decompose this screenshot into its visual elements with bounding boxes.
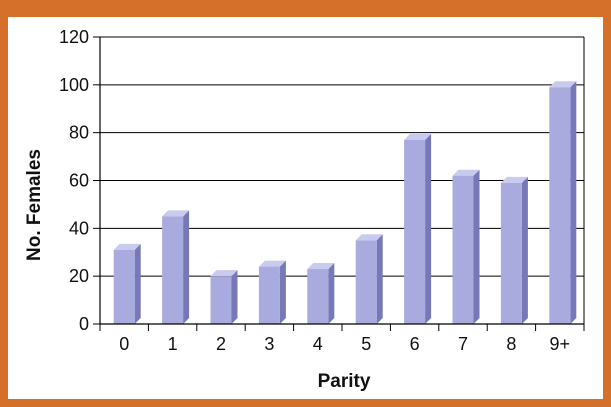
bar-top-face <box>452 169 480 176</box>
x-tick-label: 2 <box>216 334 226 354</box>
bar-side-face <box>376 234 383 324</box>
bar-front-face <box>500 182 522 324</box>
bar-top-face <box>500 176 528 183</box>
bar-top-face <box>113 243 141 250</box>
bar-top-face <box>307 262 335 269</box>
bar-top-face <box>258 260 286 267</box>
bar-top-face <box>162 210 190 217</box>
x-tick-label: 9+ <box>550 334 571 354</box>
bar-9+ <box>549 81 577 324</box>
bar-front-face <box>210 276 232 324</box>
bar-side-face <box>279 260 286 324</box>
y-tick-label: 0 <box>79 314 89 334</box>
bar-side-face <box>570 81 577 324</box>
x-tick-label: 5 <box>361 334 371 354</box>
bar-2 <box>210 270 238 324</box>
bar-front-face <box>404 139 426 324</box>
bar-top-face <box>210 270 238 277</box>
bar-5 <box>355 234 383 324</box>
bar-front-face <box>452 175 474 324</box>
bar-front-face <box>355 240 377 324</box>
y-tick-label: 40 <box>69 218 89 238</box>
bar-side-face <box>425 133 432 324</box>
y-tick-label: 100 <box>59 75 89 95</box>
bar-8 <box>500 176 528 324</box>
x-tick-label: 1 <box>168 334 178 354</box>
x-tick-label: 6 <box>410 334 420 354</box>
x-tick-label: 4 <box>313 334 323 354</box>
y-tick-label: 80 <box>69 123 89 143</box>
bar-side-face <box>473 169 480 324</box>
x-tick-label: 0 <box>119 334 129 354</box>
bar-top-face <box>355 234 383 241</box>
bar-side-face <box>231 270 238 324</box>
bar-side-face <box>183 210 190 324</box>
bar-front-face <box>258 266 280 324</box>
bar-front-face <box>549 87 571 324</box>
x-tick-label: 8 <box>506 334 516 354</box>
x-tick-label: 7 <box>458 334 468 354</box>
bar-side-face <box>521 176 528 324</box>
x-tick-label: 3 <box>264 334 274 354</box>
y-tick-label: 20 <box>69 266 89 286</box>
bar-4 <box>307 262 335 324</box>
bar-top-face <box>549 81 577 88</box>
bar-side-face <box>328 262 335 324</box>
bar-6 <box>404 133 432 324</box>
bar-front-face <box>162 216 184 324</box>
bar-0 <box>113 243 141 324</box>
y-axis-title: No. Females <box>24 149 45 261</box>
bar-1 <box>162 210 190 324</box>
bar-front-face <box>113 249 135 324</box>
bar-side-face <box>134 243 141 324</box>
bar-3 <box>258 260 286 324</box>
x-axis-title: Parity <box>318 371 371 392</box>
y-tick-label: 60 <box>69 171 89 191</box>
bars <box>113 81 577 324</box>
bar-7 <box>452 169 480 324</box>
bar-front-face <box>307 268 329 324</box>
x-tick-labels: 0 1 2 3 4 5 6 7 8 9+ <box>119 334 570 354</box>
axes <box>93 36 585 331</box>
y-tick-label: 120 <box>59 27 89 47</box>
bar-top-face <box>404 133 432 140</box>
y-tick-labels: 0 20 40 60 80 100 120 <box>59 27 89 334</box>
